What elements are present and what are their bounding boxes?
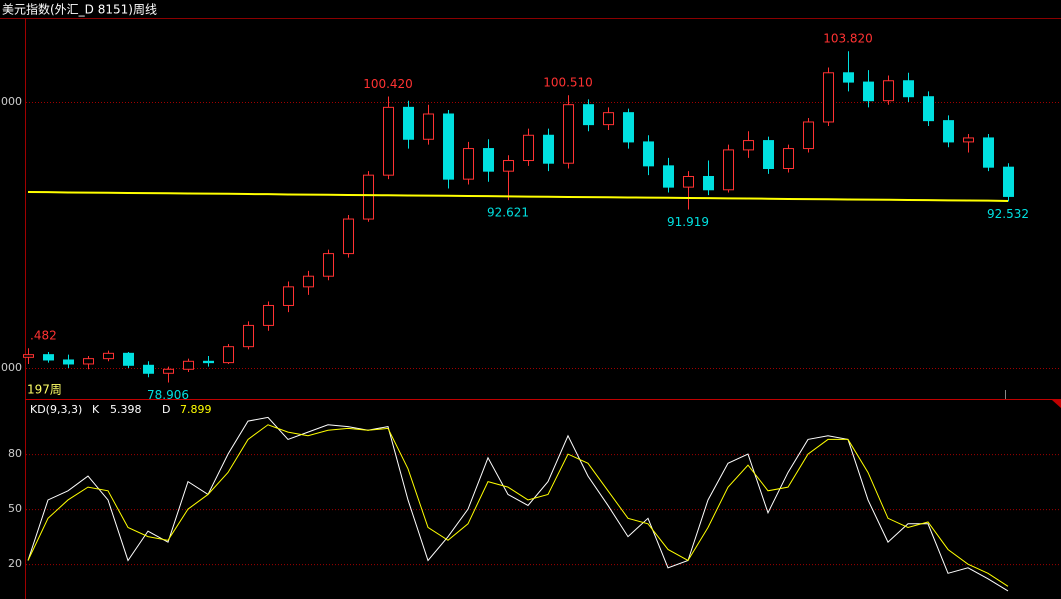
candle-body xyxy=(563,104,574,164)
candle-body xyxy=(683,175,694,188)
candle-body xyxy=(363,174,374,220)
candle-body xyxy=(623,112,634,143)
candle-body xyxy=(183,360,194,370)
candle-body xyxy=(923,96,934,122)
candle-body xyxy=(463,148,474,180)
candle-body xyxy=(243,324,254,348)
price-annotation: 100.510 xyxy=(543,76,593,90)
moving-average xyxy=(27,191,1009,202)
price-annotation: .482 xyxy=(30,329,57,343)
indicator-line xyxy=(27,424,1009,587)
price-annotation: 100.420 xyxy=(363,77,413,91)
candle-body xyxy=(1003,166,1014,197)
candle-body xyxy=(323,253,334,277)
candle-body xyxy=(663,165,674,188)
candle-body xyxy=(943,120,954,143)
candle-body xyxy=(23,354,34,358)
candle-body xyxy=(523,134,534,162)
legend-name: K xyxy=(92,403,100,416)
candle-body xyxy=(63,359,74,365)
candle-body xyxy=(163,368,174,374)
price-annotation: 78.906 xyxy=(147,388,189,402)
candle-body xyxy=(423,113,434,140)
indicator-line xyxy=(27,416,1009,592)
candle-body xyxy=(223,346,234,364)
candle-body xyxy=(383,106,394,176)
panel-marker xyxy=(1052,400,1061,408)
candle-body xyxy=(283,286,294,306)
chart-title: 美元指数(外汇_D 8151)周线 xyxy=(2,2,157,17)
legend-value: 7.899 xyxy=(180,403,212,416)
candle-body xyxy=(823,72,834,123)
y-tick-label: 20 xyxy=(8,557,22,570)
price-annotation: 103.820 xyxy=(823,32,873,46)
price-annotation: 91.919 xyxy=(667,215,709,229)
indicator-title: KD(9,3,3) xyxy=(30,403,82,416)
price-annotation: 92.532 xyxy=(987,207,1029,221)
legend-name: D xyxy=(162,403,170,416)
candle-body xyxy=(783,148,794,170)
candle-body xyxy=(443,113,454,180)
candle-body xyxy=(83,358,94,365)
candle-body xyxy=(543,134,554,164)
candle-body xyxy=(803,121,814,150)
candle-body xyxy=(403,106,414,140)
y-tick-label: 50 xyxy=(8,502,22,515)
candle-body xyxy=(643,141,654,167)
y-tick-label: 80.000 xyxy=(0,361,22,374)
candle-body xyxy=(483,148,494,172)
candle-body xyxy=(583,104,594,126)
candle-body xyxy=(763,140,774,170)
candle-body xyxy=(143,364,154,374)
candle-body xyxy=(983,137,994,168)
candle-body xyxy=(963,137,974,143)
candle-body xyxy=(743,140,754,151)
candle-body xyxy=(103,352,114,360)
candle-body xyxy=(43,354,54,361)
candle-body xyxy=(263,304,274,326)
candle-body xyxy=(843,72,854,83)
candle-body xyxy=(863,81,874,102)
price-annotation: 92.621 xyxy=(487,206,529,220)
footnote: 197周 xyxy=(27,383,62,397)
legend-value: 5.398 xyxy=(110,403,142,416)
candle-body xyxy=(343,218,354,255)
candle-body xyxy=(303,275,314,288)
candle-body xyxy=(723,149,734,191)
candle-body xyxy=(203,360,214,364)
candle-body xyxy=(883,80,894,102)
candle-body xyxy=(603,112,614,126)
candle-body xyxy=(903,80,914,98)
y-tick-label: 100.000 xyxy=(0,95,22,108)
candle-body xyxy=(703,175,714,191)
candle-body xyxy=(503,160,514,172)
candle-body xyxy=(123,352,134,366)
y-tick-label: 80 xyxy=(8,447,22,460)
